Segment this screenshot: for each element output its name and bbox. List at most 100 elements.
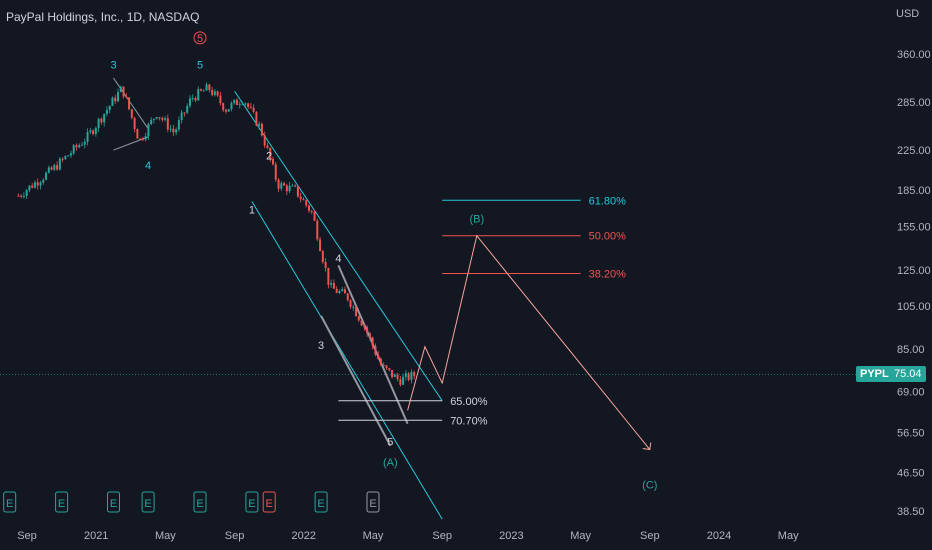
candle	[194, 97, 197, 101]
candle	[105, 109, 108, 114]
candle	[260, 123, 263, 136]
candle	[346, 293, 349, 301]
time-tick-label: May	[570, 530, 591, 542]
earnings-label: E	[58, 498, 65, 510]
candle	[175, 129, 178, 133]
fib-levels: 61.80% 50.00% 38.20% 65.00% 70.70%	[338, 195, 626, 427]
earnings-label: E	[266, 498, 273, 510]
candle	[213, 91, 216, 95]
price-tick-label: 85.00	[897, 344, 925, 356]
candle	[114, 97, 117, 102]
price-tick-label: 46.50	[897, 467, 925, 479]
candle	[244, 103, 247, 105]
candle	[152, 118, 155, 120]
candle	[64, 155, 67, 160]
earnings-label: E	[144, 498, 151, 510]
candle	[144, 136, 147, 140]
candle	[274, 164, 277, 180]
candle	[407, 373, 410, 380]
price-tick-label: 225.00	[897, 145, 931, 157]
candle	[67, 155, 70, 157]
fib-label: 38.20%	[589, 269, 627, 281]
candle	[363, 325, 366, 328]
price-tick-label: 38.50	[897, 506, 925, 518]
candle	[108, 105, 111, 110]
candle	[247, 103, 250, 107]
candle	[377, 354, 380, 360]
candle	[20, 195, 23, 197]
candle	[258, 123, 261, 126]
candle	[335, 288, 338, 293]
candle	[321, 251, 324, 263]
candle	[374, 346, 377, 355]
candle	[202, 90, 205, 92]
candle	[89, 130, 92, 133]
candle	[382, 365, 385, 367]
candle	[169, 128, 172, 130]
candle	[39, 182, 42, 186]
candle	[122, 86, 125, 97]
candle	[332, 283, 335, 289]
earnings-marker	[262, 491, 276, 513]
candle	[366, 327, 369, 334]
candle	[413, 372, 416, 377]
price-tick-label: 360.00	[897, 49, 931, 61]
candle	[42, 179, 45, 183]
price-tick-label: 56.50	[897, 428, 925, 440]
candle	[22, 195, 25, 197]
price-tick-label: 285.00	[897, 97, 931, 109]
candle	[83, 141, 86, 145]
price-tick-label: 185.00	[897, 185, 931, 197]
wave-label: 5	[387, 437, 393, 449]
candle	[25, 190, 28, 196]
chart-title: PayPal Holdings, Inc., 1D, NASDAQ	[6, 10, 200, 24]
candle	[130, 109, 133, 118]
earnings-marker	[366, 491, 380, 513]
candle	[396, 374, 399, 380]
time-tick-label: May	[778, 530, 799, 542]
candle	[188, 98, 191, 106]
candle	[327, 267, 330, 285]
earnings-marker	[314, 491, 328, 513]
candle	[277, 179, 280, 189]
projection-arrowhead	[642, 442, 652, 451]
candle	[183, 112, 186, 114]
candle	[208, 84, 211, 90]
candle	[338, 291, 341, 293]
channel-lower	[251, 201, 443, 520]
candle	[161, 118, 164, 120]
candle	[294, 185, 297, 187]
currency-label: USD	[896, 8, 920, 20]
candle	[86, 132, 89, 142]
time-tick-label: 2021	[84, 530, 108, 542]
candle	[399, 379, 402, 385]
candle	[28, 185, 31, 191]
earnings-label: E	[248, 498, 255, 510]
candle	[404, 373, 407, 377]
wave-label: (B)	[469, 213, 484, 225]
candle	[410, 372, 413, 380]
earnings-label: E	[110, 498, 117, 510]
candle	[316, 220, 319, 240]
candle	[302, 199, 305, 201]
candle	[402, 376, 405, 385]
candle	[357, 316, 360, 321]
candle	[263, 135, 266, 146]
projection-path	[407, 234, 651, 450]
candle	[233, 99, 236, 104]
channel-upper	[234, 90, 443, 402]
candle	[94, 128, 97, 134]
candle	[360, 320, 363, 326]
wave-label: 4	[145, 160, 151, 172]
candle	[310, 210, 313, 212]
candle	[141, 138, 144, 140]
candle	[368, 333, 371, 338]
candle	[103, 113, 106, 123]
candle	[296, 186, 299, 197]
candle	[291, 185, 294, 187]
candle	[125, 96, 128, 98]
fib-label: 61.80%	[589, 195, 627, 207]
candle	[319, 239, 322, 252]
wave-label: 5	[197, 33, 203, 45]
